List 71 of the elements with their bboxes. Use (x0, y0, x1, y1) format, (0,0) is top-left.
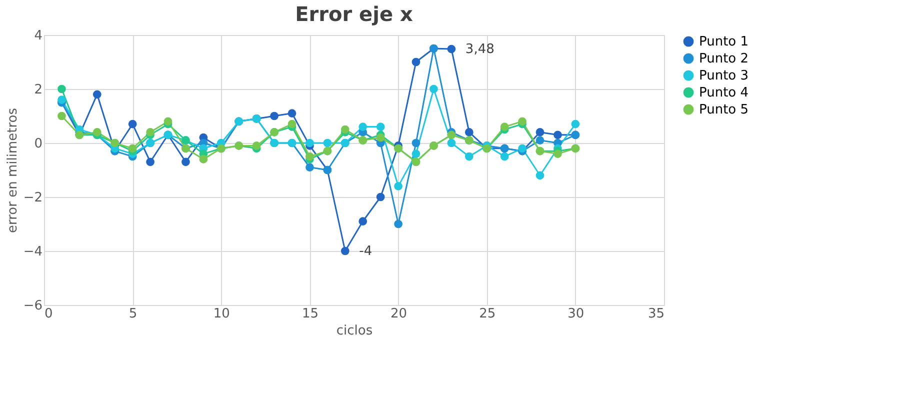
x-axis-title: ciclos (336, 324, 373, 338)
point (376, 133, 385, 142)
point (92, 128, 102, 136)
point (58, 84, 66, 94)
y-tick-label: −4 (23, 244, 42, 260)
point (146, 128, 154, 136)
point (128, 144, 137, 153)
point (376, 122, 385, 131)
point (447, 44, 456, 54)
y-tick-label: −2 (23, 190, 42, 206)
point (536, 136, 544, 144)
legend-label: Punto 2 (699, 52, 749, 66)
point (340, 246, 350, 256)
y-tick-label: −6 (23, 298, 42, 314)
y-tick-label: 2 (34, 82, 42, 98)
y-axis-title: error en milimetros (5, 108, 20, 234)
y-tick-label: 0 (34, 136, 42, 152)
point (288, 120, 296, 128)
point (464, 128, 474, 136)
point (394, 220, 402, 228)
point (376, 192, 385, 202)
point (500, 122, 509, 131)
point (58, 96, 66, 104)
point (199, 155, 208, 164)
x-tick-label: 35 (648, 306, 664, 322)
point (92, 90, 102, 99)
point (128, 120, 137, 128)
point (288, 109, 296, 118)
point (518, 144, 526, 153)
point (412, 138, 420, 148)
annotation: 3,48 (465, 42, 494, 58)
point (571, 120, 580, 128)
point (306, 138, 314, 148)
point (306, 163, 314, 172)
x-tick-label: 5 (128, 306, 138, 322)
point (146, 158, 154, 166)
point (554, 150, 562, 158)
point (412, 150, 420, 158)
x-tick-label: 25 (479, 306, 496, 322)
x-tick-label: 10 (213, 306, 230, 322)
legend-label: Punto 4 (699, 86, 749, 100)
point (164, 117, 172, 126)
legend-label: Punto 5 (699, 102, 749, 118)
point (430, 84, 438, 94)
point (182, 158, 190, 166)
point (58, 112, 66, 120)
point (323, 138, 332, 148)
x-tick-label: 20 (390, 306, 408, 322)
point (536, 128, 544, 136)
point (464, 152, 474, 161)
legend-label: Punto 1 (699, 34, 749, 50)
point (536, 171, 544, 180)
point (252, 142, 261, 150)
y-tick-label: 4 (34, 28, 42, 44)
point (500, 152, 509, 161)
point (518, 117, 526, 126)
point (394, 182, 402, 190)
point (412, 58, 420, 66)
point (447, 138, 456, 148)
x-tick-label: 15 (302, 306, 318, 322)
x-tick-label: 30 (568, 306, 584, 322)
point (270, 112, 278, 120)
point (358, 122, 368, 131)
x-tick-label: 0 (44, 306, 53, 322)
point (554, 130, 562, 140)
annotation: -4 (359, 244, 372, 259)
chart-title: Error eje x (295, 2, 413, 26)
point (340, 125, 350, 134)
legend-label: Punto 3 (699, 68, 749, 84)
point (358, 217, 368, 226)
point (306, 152, 314, 161)
